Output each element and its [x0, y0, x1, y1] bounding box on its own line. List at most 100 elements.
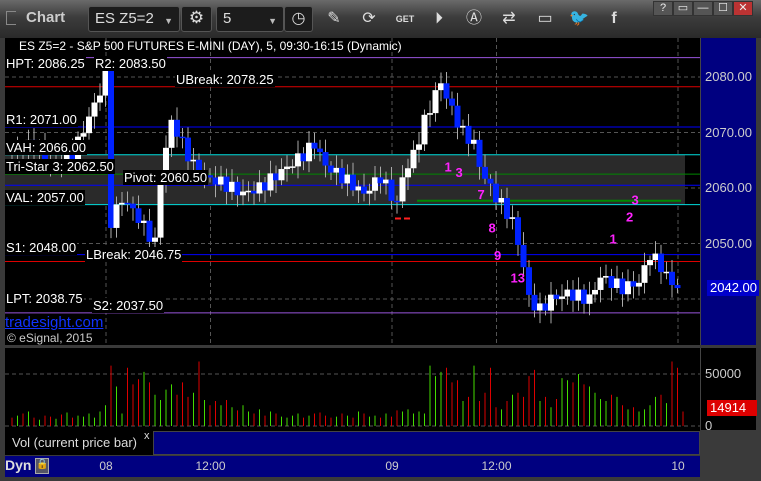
candle	[465, 114, 472, 157]
candle	[91, 93, 98, 129]
clock-button[interactable]: ◷	[284, 6, 313, 32]
candle	[504, 187, 510, 229]
level-label: R2: 2083.50	[94, 56, 167, 71]
get-icon[interactable]: GET	[395, 14, 415, 24]
close-study-icon[interactable]: x	[144, 430, 150, 442]
candle	[586, 281, 593, 316]
candle	[306, 130, 312, 173]
candle	[317, 139, 323, 162]
window-menu-button[interactable]: ▭	[673, 1, 693, 16]
level-label: HPT: 2086.25	[5, 56, 86, 71]
price-axis[interactable]: 2080.00 2070.00 2060.00 2050.00 2042.00	[700, 38, 759, 345]
window-title: Chart	[26, 9, 66, 26]
volume-plot	[5, 361, 700, 427]
interval-selector[interactable]: 5 ▼	[216, 6, 284, 32]
candle	[256, 170, 263, 202]
candle	[592, 282, 598, 303]
level-label: S1: 2048.00	[5, 239, 78, 255]
candle	[333, 155, 340, 186]
candle	[383, 171, 389, 195]
candle	[449, 91, 455, 116]
candle	[553, 289, 560, 306]
candle	[251, 181, 257, 205]
candle	[493, 171, 499, 210]
price-chart[interactable]: 1 3 7 8 9 13 1 2 3 HPT: 2086.25 R2: 2083.50 UBreak…	[5, 38, 700, 345]
candle	[394, 195, 400, 214]
symbol-selector[interactable]: ES Z5=2 ▼	[88, 6, 180, 32]
candle	[212, 166, 219, 198]
comment-icon[interactable]: ▭	[537, 10, 553, 27]
price-tick: 2060.00	[705, 180, 752, 195]
pencil-icon[interactable]: ✎	[327, 10, 341, 27]
play-icon[interactable]: ⏵	[434, 10, 443, 27]
candle	[405, 158, 411, 191]
candle	[366, 183, 373, 206]
settings-button[interactable]: ⚙	[181, 6, 212, 32]
alert-icon[interactable]: Ⓐ	[465, 10, 482, 27]
candle	[86, 107, 92, 140]
minimize-button[interactable]: —	[693, 1, 713, 16]
candle	[322, 139, 329, 178]
candle	[614, 265, 620, 294]
volume-chart[interactable]	[5, 348, 700, 430]
refresh-icon[interactable]: ⟳	[362, 10, 376, 27]
volume-axis: 50000 0 14914	[700, 348, 757, 433]
candle	[482, 154, 488, 185]
volume-tick: 50000	[705, 366, 742, 381]
candle	[245, 181, 252, 202]
lock-icon[interactable]: 🔒	[35, 458, 49, 474]
candle	[240, 179, 246, 206]
time-label: 12:00	[195, 459, 226, 473]
level-label: LBreak: 2046.75	[85, 246, 183, 262]
candle	[300, 147, 307, 171]
candle	[487, 174, 494, 197]
grip-icon[interactable]	[6, 11, 16, 25]
candle	[372, 166, 378, 201]
close-button[interactable]: ✕	[733, 1, 753, 16]
maximize-button[interactable]: ☐	[713, 1, 733, 16]
candle	[575, 277, 582, 311]
time-axis[interactable]: Dyn 🔒 08 12:00 09 12:00 10	[5, 456, 700, 477]
sequence-count-label: 1	[610, 232, 617, 247]
candle	[108, 58, 114, 239]
copyright: © eSignal, 2015	[7, 331, 93, 345]
title-bar: Chart ES Z5=2 ▼ ⚙ 5 ▼ ◷ ✎ ⟳ GET ⏵ Ⓐ ⇄ ▭ 🐦 …	[0, 0, 761, 38]
level-label: VAH: 2066.00	[5, 139, 87, 155]
candle	[146, 208, 153, 248]
candle	[113, 196, 120, 238]
time-label: 08	[99, 459, 113, 473]
candle	[185, 127, 191, 171]
volume-legend-bar: Vol (current price bar) x	[5, 430, 700, 455]
help-button[interactable]: ?	[653, 1, 673, 16]
candle	[339, 159, 345, 189]
candle	[432, 82, 439, 122]
candle	[647, 255, 653, 276]
candle	[438, 72, 444, 102]
level-label: LPT: 2038.75	[5, 290, 84, 306]
watermark-link[interactable]: tradesight.com	[5, 314, 104, 331]
twitter-icon[interactable]: 🐦	[569, 10, 589, 27]
time-label: 10	[671, 459, 685, 473]
candle	[399, 165, 406, 208]
settings-icon: ⚙	[188, 8, 205, 27]
candle	[619, 272, 626, 307]
candle	[581, 284, 587, 314]
candle	[273, 165, 279, 194]
level-label: Tri-Star 3: 2062.50	[5, 159, 115, 175]
candle	[350, 162, 356, 197]
candle	[361, 173, 367, 202]
facebook-icon[interactable]: f	[611, 10, 617, 27]
symbol-value: ES Z5=2	[95, 10, 154, 27]
candle	[658, 244, 664, 285]
candle	[416, 132, 422, 163]
link-icon[interactable]: ⇄	[502, 10, 516, 27]
level-label: UBreak: 2078.25	[175, 71, 275, 87]
sequence-count-label: 1	[445, 159, 452, 174]
candle	[443, 71, 450, 109]
chart-description: ES Z5=2 - S&P 500 FUTURES E-MINI (DAY), …	[19, 39, 402, 53]
time-label: 09	[385, 459, 399, 473]
candle	[471, 129, 477, 150]
candle	[229, 169, 235, 200]
level-label: VAL: 2057.00	[5, 189, 85, 205]
